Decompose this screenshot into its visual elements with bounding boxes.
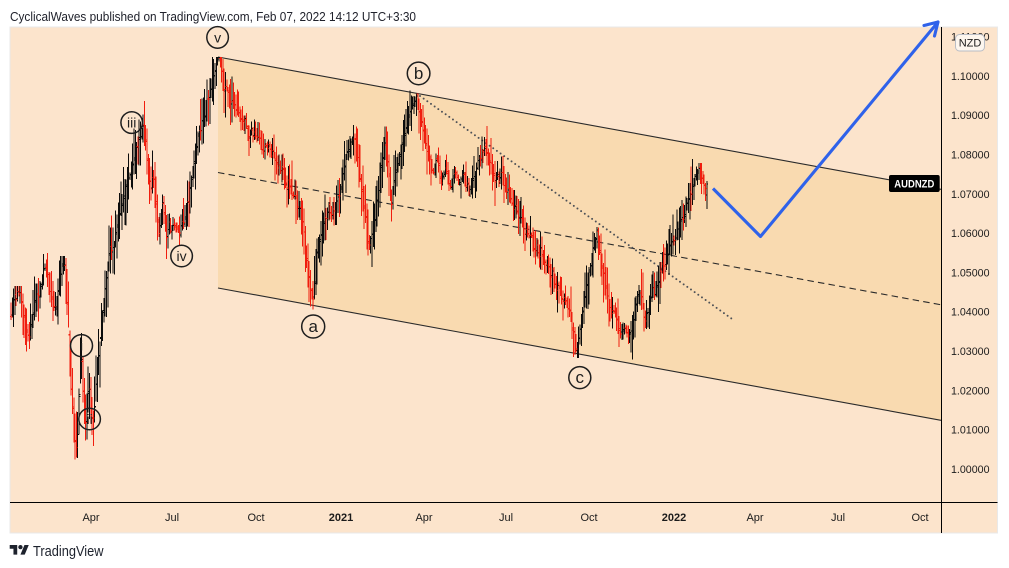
svg-text:NZD: NZD — [959, 38, 982, 50]
svg-text:Jul: Jul — [499, 512, 513, 524]
svg-text:Oct: Oct — [911, 512, 928, 524]
svg-text:1.04000: 1.04000 — [951, 307, 990, 319]
svg-text:Apr: Apr — [82, 512, 99, 524]
svg-text:1.10000: 1.10000 — [951, 71, 990, 83]
svg-text:v: v — [214, 29, 221, 45]
svg-text:1.06000: 1.06000 — [951, 228, 990, 240]
svg-text:iii: iii — [127, 115, 136, 131]
svg-text:Apr: Apr — [415, 512, 432, 524]
svg-text:1.01000: 1.01000 — [951, 425, 990, 437]
svg-text:iv: iv — [177, 248, 187, 264]
svg-text:Jul: Jul — [165, 512, 179, 524]
svg-text:c: c — [576, 368, 585, 387]
svg-text:ii: ii — [86, 411, 92, 427]
svg-text:1.03000: 1.03000 — [951, 346, 990, 358]
svg-text:1.08000: 1.08000 — [951, 149, 990, 161]
svg-text:1.09000: 1.09000 — [951, 110, 990, 122]
svg-text:i: i — [80, 338, 83, 354]
svg-text:TradingView: TradingView — [33, 544, 104, 560]
svg-text:2022: 2022 — [662, 512, 686, 524]
svg-text:1.02000: 1.02000 — [951, 385, 990, 397]
svg-text:Oct: Oct — [580, 512, 597, 524]
svg-text:a: a — [308, 317, 318, 336]
svg-text:2021: 2021 — [329, 512, 353, 524]
svg-text:Jul: Jul — [831, 512, 845, 524]
svg-text:1.00000: 1.00000 — [951, 464, 990, 476]
svg-text:AUDNZD: AUDNZD — [894, 179, 934, 191]
svg-text:CyclicalWaves published on Tra: CyclicalWaves published on TradingView.c… — [10, 9, 416, 24]
svg-text:1.05000: 1.05000 — [951, 267, 990, 279]
svg-text:Oct: Oct — [247, 512, 264, 524]
svg-text:b: b — [414, 64, 423, 83]
svg-text:Apr: Apr — [746, 512, 763, 524]
svg-text:1.07000: 1.07000 — [951, 189, 990, 201]
